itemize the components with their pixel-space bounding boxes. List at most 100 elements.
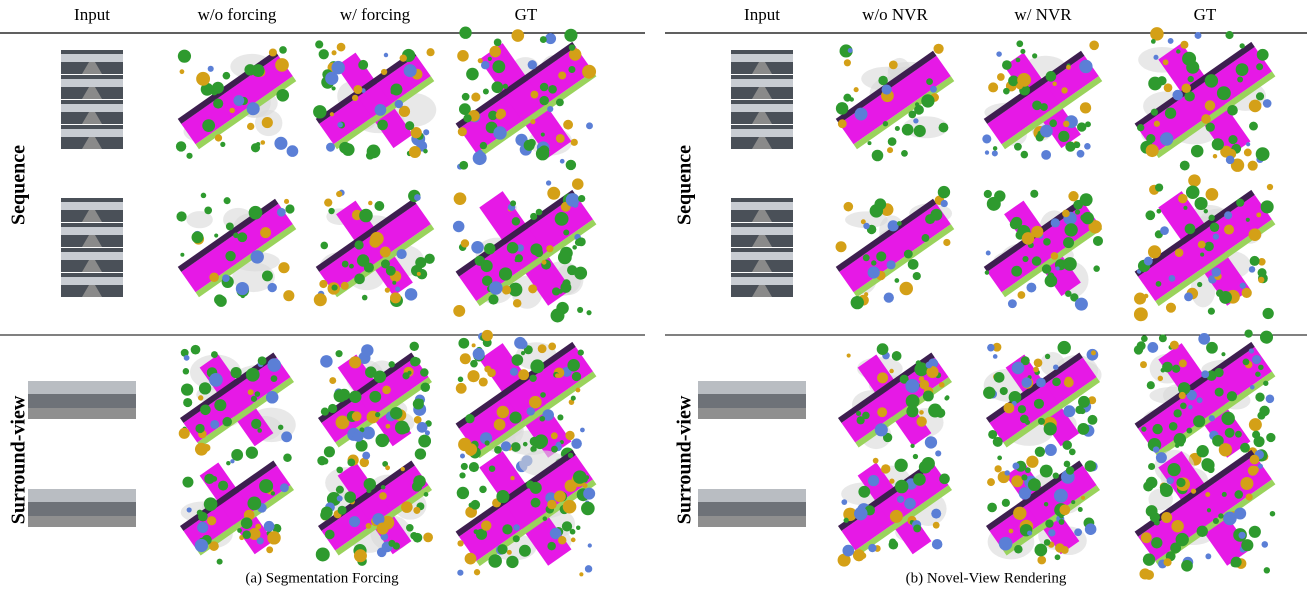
scene-object bbox=[222, 417, 232, 427]
scene-object bbox=[374, 370, 386, 382]
scene-object bbox=[255, 391, 261, 397]
scene-object bbox=[215, 134, 222, 141]
scene-object bbox=[530, 243, 542, 255]
row-group-label: Surround-view bbox=[674, 395, 696, 524]
scene-object bbox=[275, 58, 289, 72]
scene-object bbox=[457, 50, 469, 62]
scene-object bbox=[1139, 568, 1150, 579]
scene-object bbox=[375, 434, 389, 448]
scene-object bbox=[874, 198, 886, 210]
scene-object bbox=[530, 213, 537, 220]
scene-object bbox=[563, 120, 573, 130]
scene-object bbox=[841, 499, 847, 505]
scene-object bbox=[316, 547, 330, 561]
scene-object bbox=[1048, 529, 1055, 536]
scene-object bbox=[198, 395, 203, 400]
scene-object bbox=[470, 500, 480, 510]
scene-object bbox=[421, 383, 431, 393]
scene-object bbox=[1134, 293, 1146, 305]
scene-object bbox=[375, 412, 380, 417]
thumbnail-sky bbox=[698, 381, 806, 394]
scene-object bbox=[214, 294, 225, 305]
scene-object bbox=[381, 485, 386, 490]
scene-render bbox=[433, 10, 619, 190]
scene-object bbox=[247, 102, 260, 115]
scene-object bbox=[527, 407, 535, 415]
scene-object bbox=[1244, 149, 1252, 157]
scene-object bbox=[908, 111, 916, 119]
scene-object bbox=[571, 396, 576, 401]
scene-object bbox=[536, 147, 549, 160]
scene-object bbox=[460, 353, 471, 364]
scene-object bbox=[543, 516, 548, 521]
scene-object bbox=[321, 242, 329, 250]
scene-object bbox=[329, 377, 336, 384]
scene-object bbox=[863, 223, 869, 229]
scene-object bbox=[376, 241, 380, 245]
scene-object bbox=[557, 414, 563, 420]
scene-object bbox=[262, 117, 273, 128]
scene-object bbox=[1043, 238, 1050, 245]
scene-object bbox=[178, 50, 191, 63]
scene-object bbox=[251, 250, 264, 263]
thumbnail-sky bbox=[61, 202, 123, 210]
scene-object bbox=[1250, 455, 1260, 465]
scene-object bbox=[259, 479, 273, 493]
scene-object bbox=[454, 192, 467, 205]
scene-object bbox=[388, 361, 394, 367]
scene-render bbox=[176, 46, 298, 159]
scene-object bbox=[1180, 161, 1190, 171]
scene-object bbox=[569, 44, 575, 50]
scene-object bbox=[1237, 77, 1243, 83]
scene-object bbox=[510, 412, 522, 424]
scene-object bbox=[1191, 145, 1203, 157]
scene-object bbox=[418, 435, 431, 448]
scene-object bbox=[1240, 477, 1253, 490]
scene-object bbox=[1049, 119, 1057, 127]
scene-object bbox=[844, 59, 851, 66]
scene-object bbox=[1168, 38, 1174, 44]
scene-object bbox=[488, 57, 492, 61]
scene-object bbox=[1175, 248, 1184, 257]
scene-object bbox=[344, 491, 356, 503]
scene-object bbox=[512, 29, 525, 42]
scene-object bbox=[1267, 184, 1273, 190]
scene-object bbox=[331, 61, 344, 74]
scene-object bbox=[540, 36, 547, 43]
scene-object bbox=[1020, 415, 1029, 424]
scene-object bbox=[1181, 560, 1193, 572]
scene-object bbox=[1186, 185, 1200, 199]
scene-object bbox=[1153, 446, 1159, 452]
scene-object bbox=[534, 437, 547, 450]
scene-object bbox=[494, 39, 502, 47]
scene-object bbox=[1212, 138, 1224, 150]
scene-object bbox=[324, 198, 332, 206]
scene-object bbox=[1216, 289, 1224, 297]
scene-object bbox=[479, 486, 486, 493]
scene-object bbox=[258, 356, 267, 365]
scene-object bbox=[1215, 388, 1224, 397]
scene-object bbox=[1197, 526, 1208, 537]
scene-object bbox=[1021, 474, 1027, 480]
scene-object bbox=[249, 206, 263, 220]
scene-object bbox=[489, 46, 501, 58]
scene-object bbox=[1009, 529, 1014, 534]
scene-object bbox=[1224, 225, 1234, 235]
scene-object bbox=[836, 241, 847, 252]
scene-object bbox=[877, 343, 889, 355]
scene-object bbox=[1167, 463, 1180, 476]
scene-object bbox=[412, 481, 422, 491]
scene-object bbox=[183, 398, 192, 407]
scene-object bbox=[1246, 142, 1250, 146]
scene-object bbox=[548, 342, 556, 350]
scene-object bbox=[1071, 500, 1075, 504]
scene-object bbox=[512, 354, 524, 366]
scene-object bbox=[278, 425, 283, 430]
scene-object bbox=[242, 530, 251, 539]
scene-object bbox=[1185, 223, 1196, 234]
scene-render bbox=[301, 328, 449, 472]
scene-object bbox=[247, 497, 261, 511]
scene-object bbox=[1038, 418, 1045, 425]
scene-object bbox=[252, 64, 265, 77]
scene-object bbox=[881, 464, 890, 473]
